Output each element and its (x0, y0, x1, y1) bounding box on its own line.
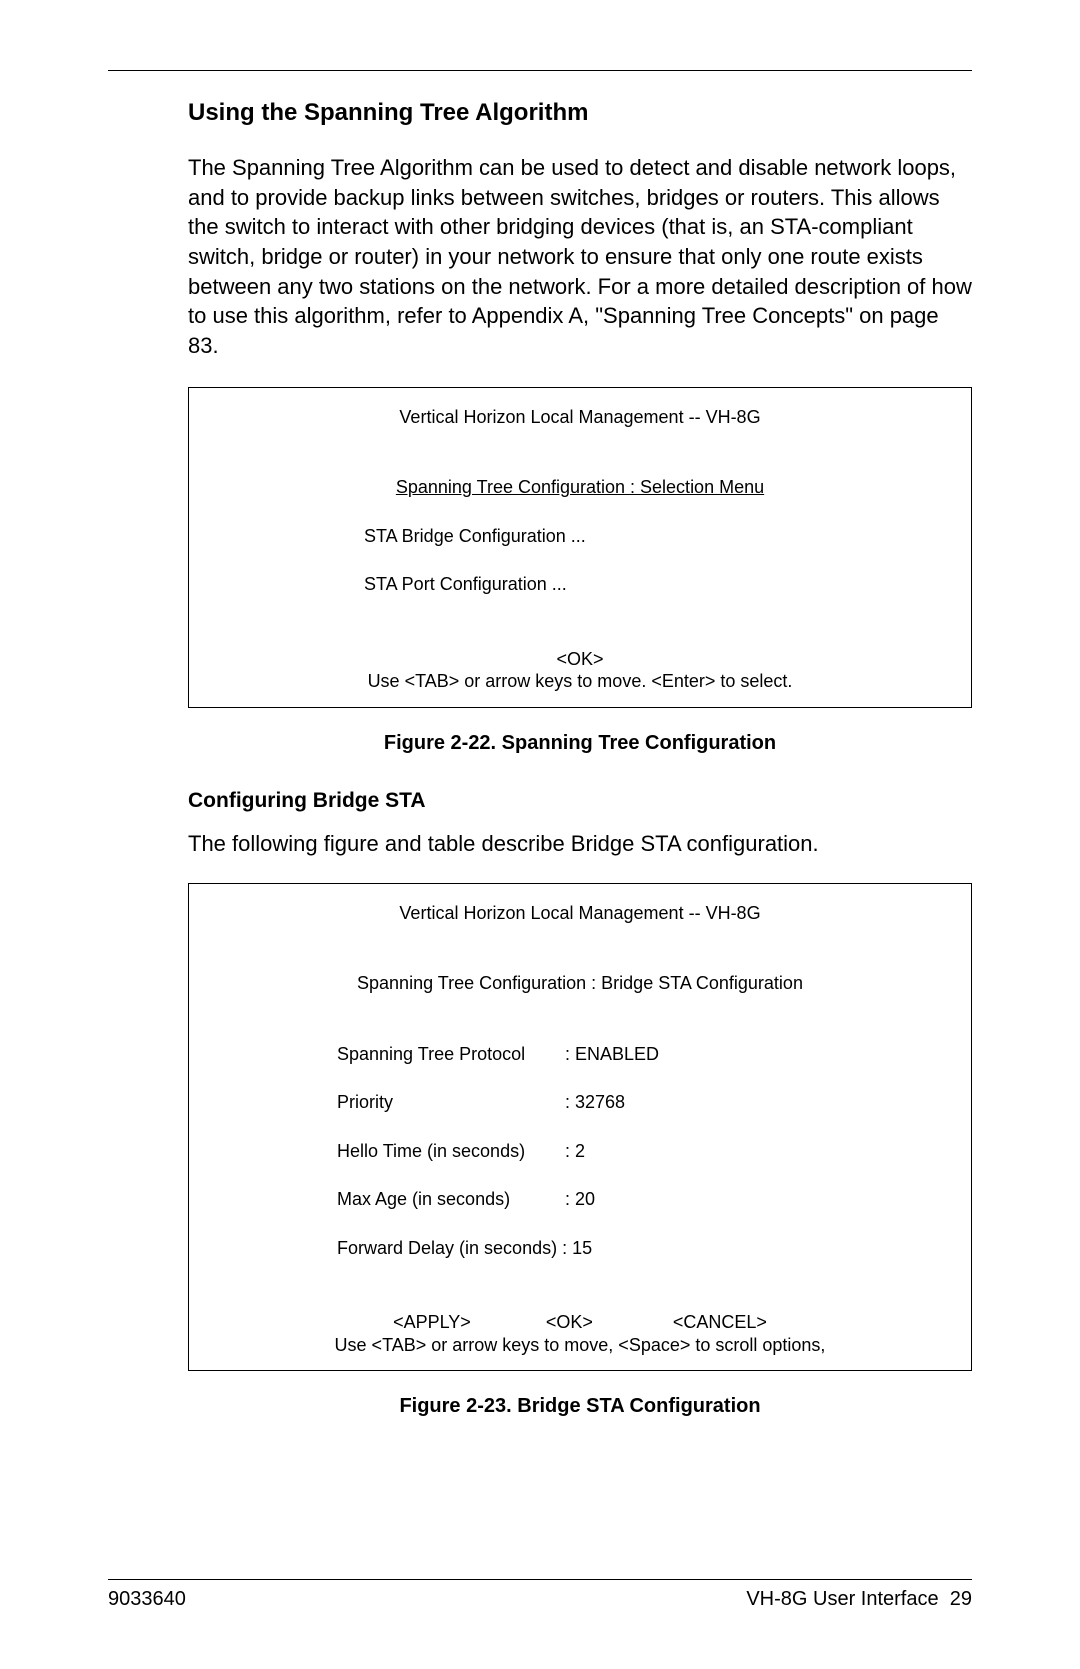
intro-paragraph: The Spanning Tree Algorithm can be used … (188, 153, 972, 361)
sub-body-text: The following figure and table describe … (188, 829, 972, 859)
figure-2-row-0: Spanning Tree Protocol: ENABLED (337, 1043, 951, 1066)
footer-right-label: VH-8G User Interface (746, 1588, 938, 1610)
figure-2-value-1: : 32768 (565, 1092, 625, 1112)
figure-2-row-1: Priority: 32768 (337, 1091, 951, 1114)
content-area: Using the Spanning Tree Algorithm The Sp… (108, 99, 972, 1418)
figure-2-label-3: Max Age (in seconds) (337, 1188, 565, 1211)
page-footer: 9033640 VH-8G User Interface 29 (108, 1579, 972, 1611)
figure-1-ok: <OK> (209, 648, 951, 671)
figure-2-row-3: Max Age (in seconds): 20 (337, 1188, 951, 1211)
figure-1-box: Vertical Horizon Local Management -- VH-… (188, 387, 972, 708)
footer-right: VH-8G User Interface 29 (746, 1588, 972, 1611)
figure-2-value-3: : 20 (565, 1189, 595, 1209)
figure-2-menu-title: Spanning Tree Configuration : Bridge STA… (209, 972, 951, 995)
figure-2-value-2: : 2 (565, 1141, 585, 1161)
figure-2-caption: Figure 2-23. Bridge STA Configuration (188, 1395, 972, 1418)
figure-1-item-0: STA Bridge Configuration ... (364, 525, 951, 548)
figure-2-row-2: Hello Time (in seconds): 2 (337, 1140, 951, 1163)
section-heading: Using the Spanning Tree Algorithm (188, 99, 972, 127)
sub-heading: Configuring Bridge STA (188, 789, 972, 813)
figure-2-settings: Spanning Tree Protocol: ENABLED Priority… (209, 1043, 951, 1260)
figure-1-menu-items: STA Bridge Configuration ... STA Port Co… (209, 525, 951, 596)
figure-1-hint: Use <TAB> or arrow keys to move. <Enter>… (209, 670, 951, 693)
footer-right-page: 29 (950, 1588, 972, 1610)
figure-2-label-0: Spanning Tree Protocol (337, 1043, 565, 1066)
top-horizontal-rule (108, 70, 972, 71)
figure-1-item-1: STA Port Configuration ... (364, 573, 951, 596)
figure-2-box: Vertical Horizon Local Management -- VH-… (188, 883, 972, 1372)
figure-2-label-2: Hello Time (in seconds) (337, 1140, 565, 1163)
figure-1-menu-title: Spanning Tree Configuration : Selection … (209, 476, 951, 499)
figure-2-actions: <APPLY> <OK> <CANCEL> (209, 1311, 951, 1334)
bottom-horizontal-rule (108, 1579, 972, 1580)
figure-2-label-4: Forward Delay (in seconds) (337, 1238, 557, 1258)
figure-2-row-4: Forward Delay (in seconds) : 15 (337, 1237, 951, 1260)
figure-1-header: Vertical Horizon Local Management -- VH-… (209, 406, 951, 429)
figure-1-caption: Figure 2-22. Spanning Tree Configuration (188, 732, 972, 755)
footer-left: 9033640 (108, 1588, 186, 1611)
figure-2-value-4: : 15 (562, 1238, 592, 1258)
page-container: Using the Spanning Tree Algorithm The Sp… (0, 0, 1080, 1669)
figure-2-header: Vertical Horizon Local Management -- VH-… (209, 902, 951, 925)
figure-2-label-1: Priority (337, 1091, 565, 1114)
figure-2-value-0: : ENABLED (565, 1044, 659, 1064)
figure-2-hint: Use <TAB> or arrow keys to move, <Space>… (209, 1334, 951, 1357)
